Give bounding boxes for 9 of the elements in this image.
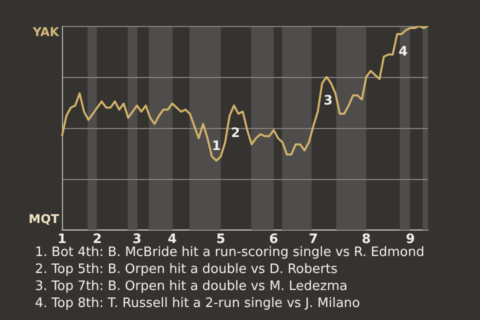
text: MQT (28, 212, 60, 226)
annotation: 4 (398, 44, 408, 60)
text: 2. Top 5th: B. Orpen hit a double vs D. Roberts (35, 261, 338, 278)
annotation: 2 (231, 126, 240, 142)
text: 4. Top 8th: T. Russell hit a 2-run single vs J. Milano (35, 295, 361, 312)
annotation: 3 (324, 93, 333, 108)
text: 3. Top 7th: B. Orpen hit a double vs M. Ledezma (35, 278, 349, 295)
annotation: 1 (212, 139, 221, 154)
text: YAK (32, 25, 60, 40)
